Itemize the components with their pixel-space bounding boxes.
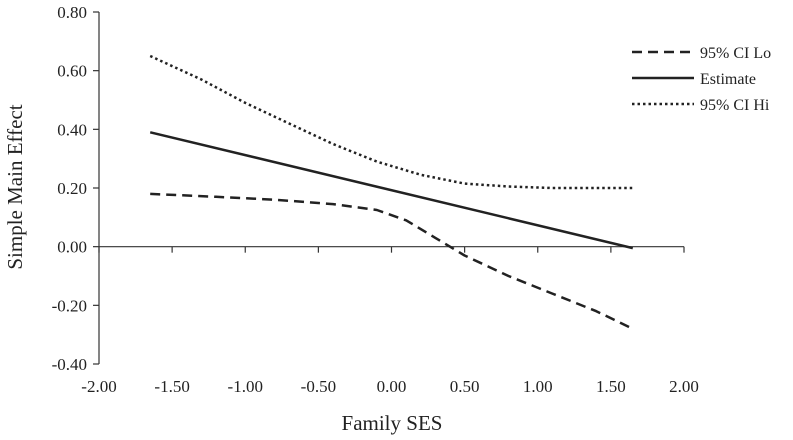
x-tick-label: -0.50 (301, 377, 336, 396)
x-tick-label: 0.00 (377, 377, 407, 396)
y-tick-label: 0.80 (57, 3, 87, 22)
y-tick-label: 0.60 (57, 62, 87, 81)
x-tick-label: 1.50 (596, 377, 626, 396)
x-tick-label: -1.00 (228, 377, 263, 396)
y-axis-ticks: 0.80 0.60 0.40 0.20 0.00 -0.20 -0.40 (52, 3, 99, 374)
y-tick-label: 0.40 (57, 120, 87, 139)
series-layer (149, 54, 634, 330)
x-tick-label: 2.00 (669, 377, 699, 396)
legend-label-estimate: Estimate (700, 71, 756, 88)
legend-label-ci-hi: 95% CI Hi (700, 97, 770, 114)
x-axis-ticks: -2.00 -1.50 -1.00 -0.50 0.00 0.50 1.00 1.50 2.00 (81, 246, 699, 396)
y-tick-label: -0.40 (52, 355, 87, 374)
y-axis-title: Simple Main Effect (3, 104, 27, 269)
y-tick-label: -0.20 (52, 296, 87, 315)
legend-label-ci-lo: 95% CI Lo (700, 45, 771, 62)
y-tick-label: 0.00 (57, 238, 87, 257)
x-tick-label: 1.00 (523, 377, 553, 396)
x-tick-label: -2.00 (81, 377, 116, 396)
series-line-estimate (149, 131, 634, 250)
legend: 95% CI Lo Estimate 95% CI Hi (632, 45, 771, 114)
x-tick-label: -1.50 (154, 377, 189, 396)
series-line-95-ci-lo (150, 192, 634, 330)
x-tick-label: 0.50 (450, 377, 480, 396)
series-line-95-ci-hi (149, 54, 633, 190)
x-axis-title: Family SES (342, 411, 443, 435)
y-tick-label: 0.20 (57, 179, 87, 198)
